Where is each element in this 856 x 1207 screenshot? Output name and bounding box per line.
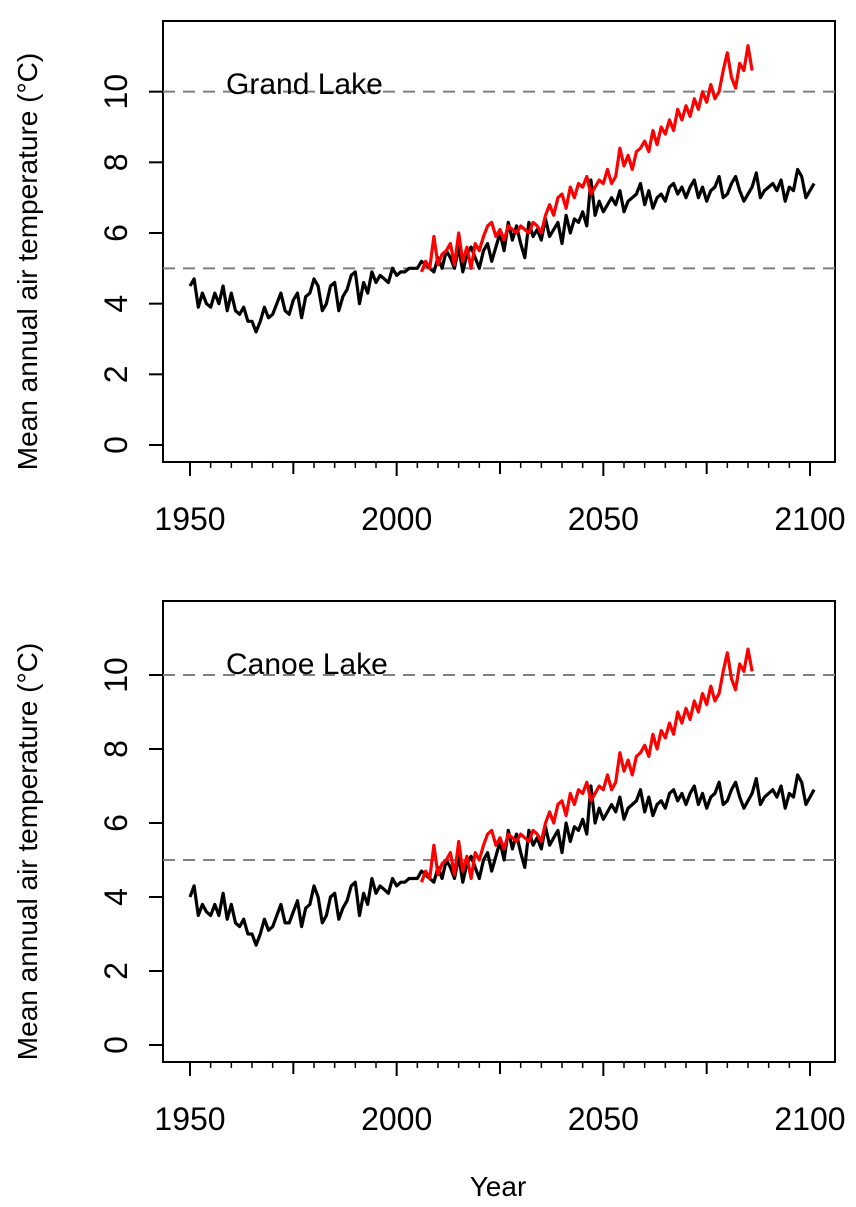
y-tick-label: 0	[98, 1036, 134, 1054]
y-tick-label: 8	[98, 153, 134, 171]
y-tick-label: 0	[98, 436, 134, 454]
x-tick-label: 1950	[154, 501, 225, 537]
panel-title: Grand Lake	[226, 68, 383, 101]
y-tick-label: 8	[98, 740, 134, 758]
x-tick-label: 2100	[774, 1101, 845, 1137]
x-axis-title: Year	[470, 1171, 527, 1202]
y-axis-title: Mean annual air temperature (°C)	[12, 53, 43, 470]
y-tick-label: 2	[98, 365, 134, 383]
y-axis-title: Mean annual air temperature (°C)	[12, 643, 43, 1060]
chart-panel-grand-lake: 0 2 4 6 8 10 1950 2000 2050 2100 Grand Lake Mean an…	[12, 20, 846, 537]
x-tick-label: 2050	[568, 501, 639, 537]
y-tick-label: 10	[98, 657, 134, 693]
series-line-black	[188, 167, 816, 334]
panel-title: Canoe Lake	[226, 648, 388, 681]
y-tick-label: 4	[98, 295, 134, 313]
x-tick-label: 2100	[774, 501, 845, 537]
y-tick-label: 4	[98, 888, 134, 906]
x-tick-label: 2050	[568, 1101, 639, 1137]
series-line-red	[420, 44, 754, 273]
y-tick-label: 6	[98, 814, 134, 832]
x-tick-label: 2000	[361, 501, 432, 537]
y-tick-label: 6	[98, 224, 134, 242]
series-line-black	[188, 773, 816, 947]
y-tick-label: 10	[98, 74, 134, 110]
series-line-red	[419, 647, 754, 883]
y-tick-label: 2	[98, 962, 134, 980]
x-tick-label: 1950	[154, 1101, 225, 1137]
x-tick-label: 2000	[361, 1101, 432, 1137]
chart-panel-canoe-lake: 0 2 4 6 8 10 1950 2000 2050 2100 Canoe Lake Mean an…	[12, 600, 846, 1137]
